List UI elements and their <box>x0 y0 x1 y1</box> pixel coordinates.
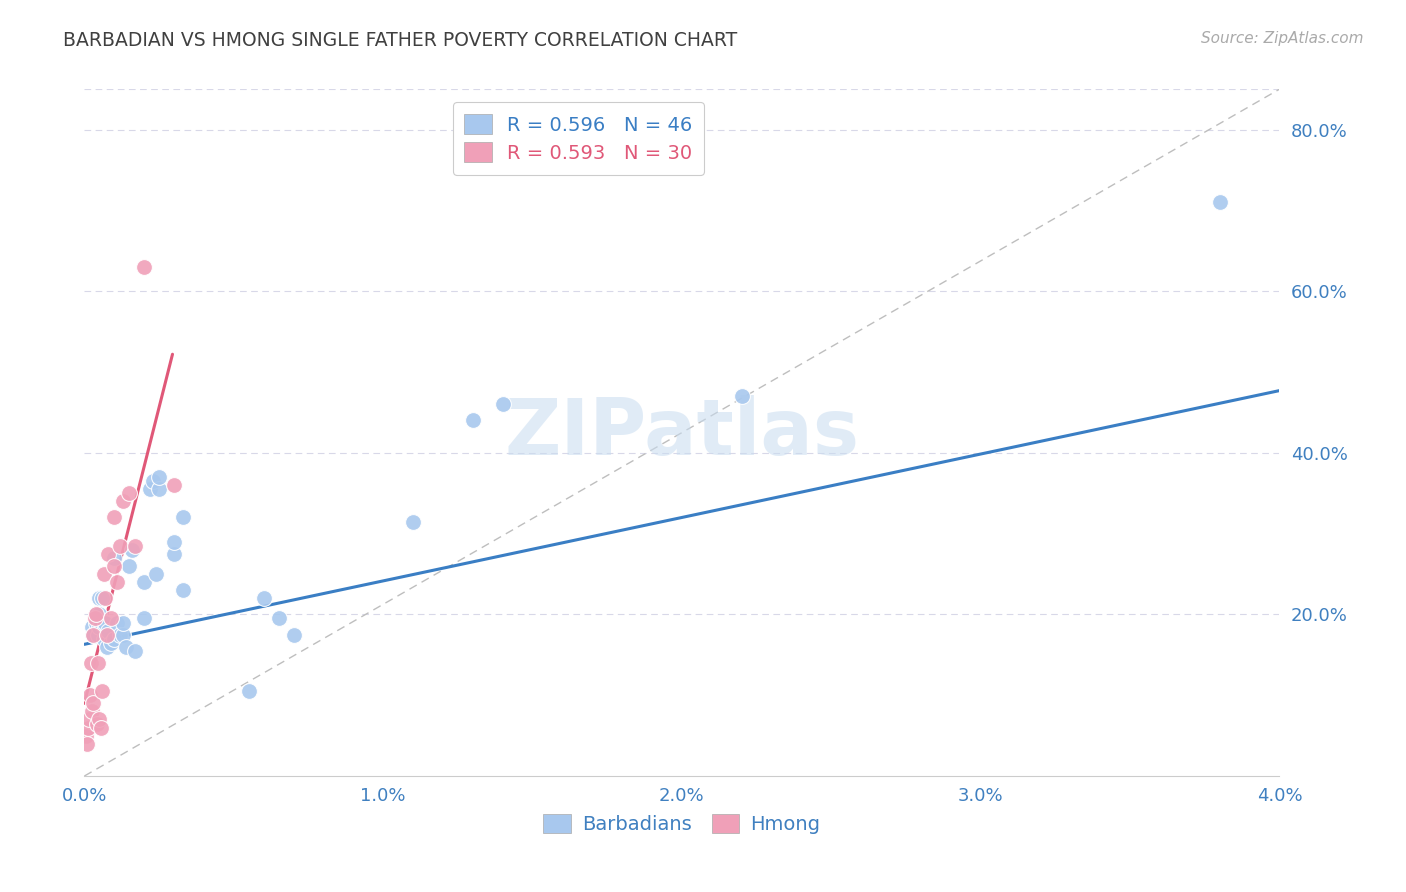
Text: BARBADIAN VS HMONG SINGLE FATHER POVERTY CORRELATION CHART: BARBADIAN VS HMONG SINGLE FATHER POVERTY… <box>63 31 738 50</box>
Point <box>82 627 104 641</box>
Point <box>139 482 162 496</box>
Point <box>77 713 100 727</box>
Point <box>145 567 167 582</box>
Point <box>112 627 135 641</box>
Point <box>82 627 104 641</box>
Point <box>105 575 128 590</box>
Point <box>253 591 276 606</box>
Point <box>121 542 143 557</box>
Point <box>163 534 186 549</box>
Point <box>97 624 120 638</box>
Point <box>112 615 135 630</box>
Point <box>86 607 108 622</box>
Point <box>238 684 260 698</box>
Point <box>83 611 105 625</box>
Text: Source: ZipAtlas.com: Source: ZipAtlas.com <box>1201 31 1364 46</box>
Point <box>112 494 135 508</box>
Point <box>94 619 117 633</box>
Point <box>132 260 156 274</box>
Point <box>96 627 118 641</box>
Point <box>87 627 110 641</box>
Point <box>86 615 108 630</box>
Point <box>93 632 115 646</box>
Point <box>97 547 120 561</box>
Point <box>80 619 103 633</box>
Point <box>115 640 138 654</box>
Point <box>89 619 111 633</box>
Point <box>110 627 132 641</box>
Point <box>80 705 103 719</box>
Legend: Barbadians, Hmong: Barbadians, Hmong <box>536 805 828 842</box>
Point <box>283 627 305 641</box>
Point <box>118 486 141 500</box>
Point <box>118 558 141 573</box>
Point <box>132 611 156 625</box>
Point <box>110 539 132 553</box>
Point <box>100 611 122 625</box>
Point <box>172 510 194 524</box>
Point <box>91 684 114 698</box>
Point <box>79 688 101 702</box>
Point <box>77 721 100 735</box>
Point <box>89 607 111 622</box>
Point <box>100 636 122 650</box>
Point <box>90 721 112 735</box>
Point <box>82 696 104 710</box>
Point <box>142 474 165 488</box>
Point <box>172 583 194 598</box>
Point <box>105 615 128 630</box>
Point <box>103 510 125 524</box>
Text: ZIPatlas: ZIPatlas <box>505 394 859 471</box>
Point <box>89 713 111 727</box>
Point <box>86 607 108 622</box>
Point <box>402 515 425 529</box>
Point <box>76 737 98 751</box>
Point <box>96 640 118 654</box>
Point <box>461 413 484 427</box>
Point <box>132 575 156 590</box>
Point <box>87 656 110 670</box>
Point <box>492 397 515 411</box>
Point <box>163 478 186 492</box>
Point <box>89 591 111 606</box>
Point <box>91 591 114 606</box>
Point <box>1209 195 1232 210</box>
Point <box>103 558 125 573</box>
Point <box>103 550 125 565</box>
Point <box>148 482 170 496</box>
Point <box>267 611 290 625</box>
Point <box>148 470 170 484</box>
Point <box>93 567 115 582</box>
Point <box>103 632 125 646</box>
Point <box>75 729 97 743</box>
Point <box>90 615 112 630</box>
Point <box>94 615 117 630</box>
Point <box>86 716 108 731</box>
Point <box>731 389 754 403</box>
Point <box>124 539 146 553</box>
Point <box>94 591 117 606</box>
Point <box>124 644 146 658</box>
Point <box>163 547 186 561</box>
Point <box>80 656 103 670</box>
